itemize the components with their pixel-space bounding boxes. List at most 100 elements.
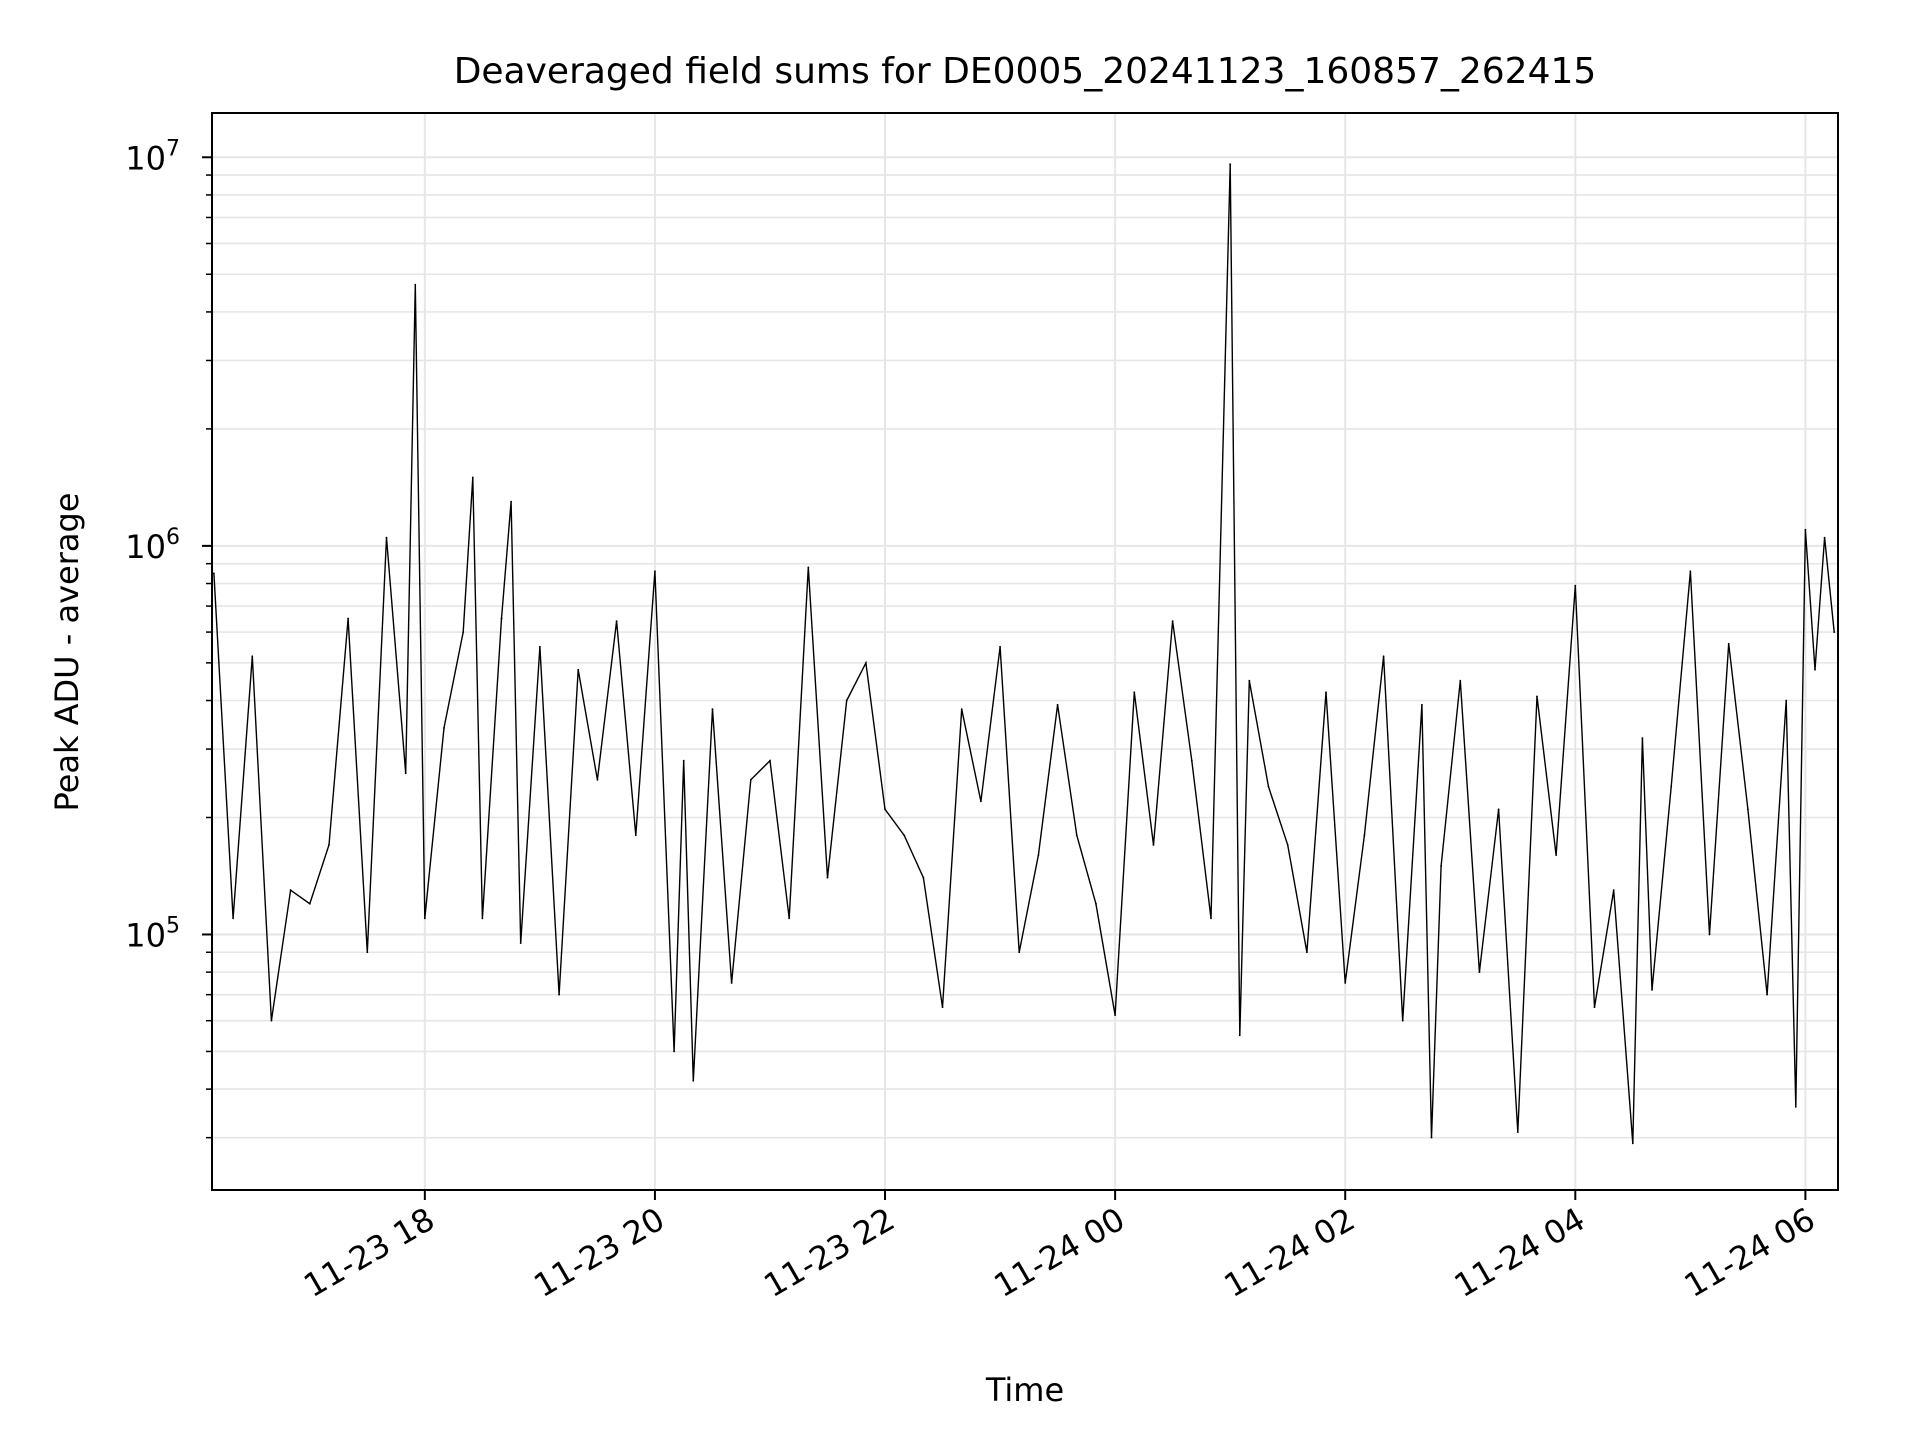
data-point [634, 834, 637, 837]
data-point [1363, 834, 1366, 837]
data-point [1382, 655, 1385, 658]
data-point [328, 844, 330, 846]
data-point [1689, 570, 1692, 573]
data-point [711, 708, 714, 711]
data-point [615, 620, 618, 623]
data-point [1152, 844, 1155, 846]
data-point [1593, 1006, 1596, 1009]
data-point [1018, 951, 1021, 954]
data-point [232, 917, 234, 920]
data-point [999, 645, 1001, 648]
data-point [749, 778, 752, 781]
data-point [1401, 1019, 1404, 1022]
data-point [1555, 854, 1558, 857]
data-point [308, 902, 311, 905]
data-point [1037, 854, 1040, 857]
data-point [1095, 902, 1097, 905]
data-point [1478, 971, 1481, 974]
data-point [1823, 536, 1826, 539]
y-tick-label: 105 [125, 913, 180, 954]
data-point [807, 566, 810, 569]
data-point [519, 942, 522, 945]
data-point [1651, 989, 1653, 991]
data-point [1267, 785, 1270, 788]
data-point [462, 631, 465, 633]
data-point [922, 876, 925, 879]
data-point [1440, 865, 1442, 867]
data-point [471, 476, 474, 479]
y-tick-label: 107 [125, 136, 180, 177]
data-point [481, 917, 484, 920]
chart-title: Deaveraged field sums for DE0005_2024112… [454, 51, 1597, 92]
data-point [1746, 808, 1749, 811]
data-point [682, 759, 685, 762]
data-point [423, 917, 426, 920]
data-point [347, 617, 350, 620]
data-point [1286, 844, 1289, 846]
data-point [1536, 695, 1538, 698]
data-point [1430, 1136, 1433, 1139]
series-layer [213, 163, 1836, 1145]
grid [212, 113, 1838, 1190]
data-point [213, 572, 215, 575]
data-point [443, 727, 445, 729]
data-point [510, 500, 513, 503]
data-point [500, 617, 503, 620]
data-point [270, 1019, 273, 1022]
y-axis-ticks: 105 106 107 [125, 136, 212, 1139]
data-point [1497, 808, 1500, 811]
data-point [903, 834, 906, 837]
data-point [1056, 703, 1059, 706]
data-point [730, 982, 733, 984]
data-point [1708, 933, 1711, 936]
data-point [979, 800, 982, 803]
data-point [1833, 631, 1836, 633]
data-point [414, 283, 417, 286]
data-point [884, 808, 886, 811]
data-point [1075, 834, 1078, 837]
data-point [1238, 1034, 1241, 1037]
data-point [596, 778, 599, 781]
data-point [692, 1079, 695, 1082]
y-axis-label: Peak ADU - average [48, 493, 86, 812]
data-point [1814, 668, 1816, 671]
data-point [1171, 620, 1174, 623]
data-point [1421, 703, 1423, 706]
data-point [1210, 917, 1212, 920]
data-point [1574, 584, 1577, 587]
data-point [1190, 759, 1193, 762]
data-point [1114, 1014, 1117, 1017]
data-point [1631, 1142, 1634, 1145]
data-point [1794, 1105, 1797, 1108]
data-point [1459, 679, 1462, 682]
data-point [1229, 163, 1232, 166]
data-point [558, 993, 560, 996]
data-point [538, 645, 541, 648]
data-point [1804, 528, 1807, 531]
data-point [289, 889, 292, 892]
data-point [1305, 951, 1308, 954]
data-point [788, 917, 791, 920]
data-point [845, 699, 848, 702]
data-point [1325, 691, 1327, 694]
data-point [941, 1006, 944, 1009]
data-point [1612, 889, 1615, 892]
data-point [1248, 679, 1251, 682]
data-point [673, 1050, 676, 1053]
data-point [1670, 785, 1673, 788]
plot-area-frame [211, 112, 1839, 1191]
data-point [1516, 1131, 1519, 1134]
data-point [960, 708, 963, 711]
data-point [654, 570, 656, 573]
data-point [1766, 993, 1768, 996]
y-tick-label: 106 [125, 525, 180, 566]
data-point [1344, 982, 1347, 984]
data-point [1785, 699, 1788, 702]
x-axis-label: Time [985, 1371, 1064, 1409]
data-point [826, 876, 829, 879]
data-point [1133, 691, 1136, 694]
data-point [1641, 737, 1644, 740]
data-point [864, 661, 867, 664]
